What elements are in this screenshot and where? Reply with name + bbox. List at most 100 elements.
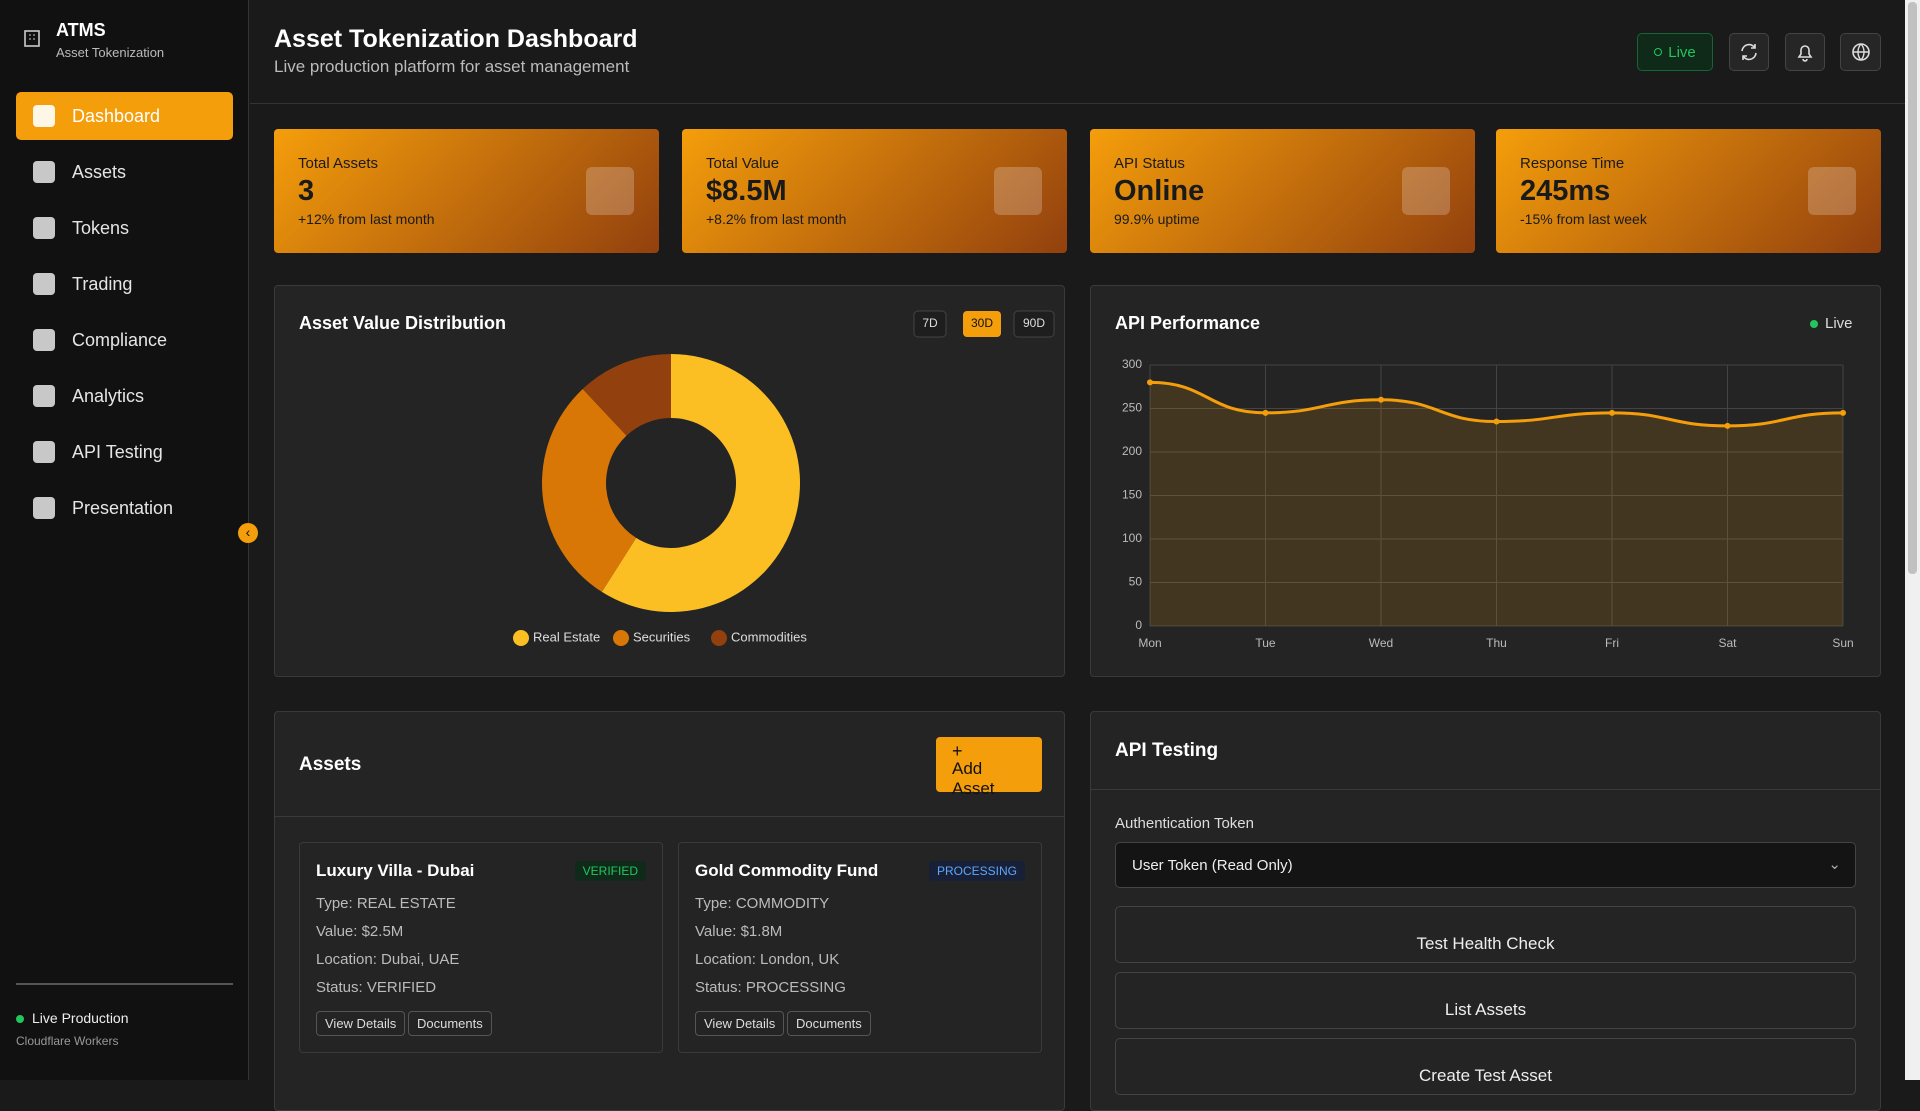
nav-label: Compliance bbox=[72, 329, 168, 350]
live-badge: Live bbox=[1637, 33, 1713, 71]
stat-note: -15% from last week bbox=[1520, 211, 1647, 227]
nav-item[interactable]: Trading bbox=[16, 260, 233, 308]
nav-item[interactable]: API Testing bbox=[16, 428, 233, 476]
y-tick-label: 150 bbox=[1122, 488, 1142, 502]
stat-note: 99.9% uptime bbox=[1114, 211, 1200, 227]
asset-button[interactable]: View Details bbox=[316, 1011, 406, 1036]
nav-icon bbox=[33, 497, 55, 519]
stat-note: +8.2% from last month bbox=[706, 211, 847, 227]
stat-icon bbox=[1808, 167, 1856, 215]
nav-label: API Testing bbox=[72, 441, 163, 462]
status-dot bbox=[16, 1015, 24, 1023]
pie-slice bbox=[582, 354, 671, 436]
legend-swatch bbox=[613, 630, 629, 646]
nav-icon bbox=[33, 329, 55, 351]
stat-value: 3 bbox=[298, 175, 315, 207]
nav-item[interactable]: Assets bbox=[16, 148, 233, 196]
stat-value: 245ms bbox=[1520, 175, 1611, 207]
performance-panel: API Performance Live 0 50 100 150 200 250 300 Mon… bbox=[1090, 285, 1881, 677]
nav-icon bbox=[33, 385, 55, 407]
add-asset-text: Add Asset bbox=[952, 759, 995, 798]
chart-title: API Performance bbox=[1115, 313, 1260, 333]
refresh-button[interactable] bbox=[1729, 33, 1769, 71]
stat-icon bbox=[994, 167, 1042, 215]
api-action-button[interactable]: List Assets bbox=[1115, 972, 1856, 1029]
header: Asset Tokenization Dashboard Live produc… bbox=[250, 0, 1905, 104]
nav-label: Trading bbox=[72, 273, 133, 294]
chart-title: Asset Value Distribution bbox=[299, 313, 506, 333]
tagline: Asset Tokenization bbox=[56, 45, 165, 60]
legend-label: Commodities bbox=[731, 629, 807, 644]
nav-item[interactable]: Tokens bbox=[16, 204, 233, 252]
nav-item[interactable]: Analytics bbox=[16, 372, 233, 420]
action-label: Test Health Check bbox=[1416, 934, 1555, 953]
pie-slice bbox=[542, 388, 637, 592]
asset-button[interactable]: Documents bbox=[787, 1011, 871, 1036]
stat-label: Response Time bbox=[1520, 155, 1625, 172]
auth-label: Authentication Token bbox=[1115, 815, 1254, 832]
asset-name: Luxury Villa - Dubai bbox=[316, 861, 475, 880]
stat-note: +12% from last month bbox=[298, 211, 435, 227]
asset-badge: PROCESSING bbox=[928, 861, 1025, 881]
api-title: API Testing bbox=[1115, 740, 1219, 761]
live-label: Live bbox=[1825, 315, 1853, 332]
subtitle: Live production platform for asset manag… bbox=[274, 57, 630, 76]
api-action-button[interactable]: Create Test Asset bbox=[1115, 1038, 1856, 1095]
stat-card: Total Value $8.5M +8.2% from last month bbox=[682, 129, 1067, 253]
x-tick-label: Mon bbox=[1138, 636, 1161, 650]
nav-label: Dashboard bbox=[72, 105, 161, 126]
api-action-button[interactable]: Test Health Check bbox=[1115, 906, 1856, 963]
asset-detail: Type: REAL ESTATE bbox=[316, 895, 456, 912]
asset-badge: VERIFIED bbox=[574, 861, 646, 881]
asset-button[interactable]: Documents bbox=[408, 1011, 492, 1036]
nav-label: Assets bbox=[72, 161, 127, 182]
stat-value: $8.5M bbox=[706, 175, 787, 207]
distribution-panel: Asset Value Distribution 7D 30D 90D Real Est… bbox=[274, 285, 1065, 677]
nav-icon bbox=[33, 273, 55, 295]
stat-card: Response Time 245ms -15% from last week bbox=[1496, 129, 1881, 253]
nav-icon bbox=[33, 161, 55, 183]
range-label: 7D bbox=[922, 316, 938, 330]
range-button[interactable] bbox=[1013, 310, 1055, 338]
status-sub: Cloudflare Workers bbox=[16, 1034, 119, 1048]
legend-swatch bbox=[513, 630, 529, 646]
asset-name: Gold Commodity Fund bbox=[695, 861, 879, 880]
assets-panel: Assets + Add Asset Luxury Villa - Dubai VE… bbox=[274, 711, 1065, 1111]
language-button[interactable] bbox=[1840, 33, 1881, 71]
point bbox=[1724, 422, 1731, 429]
line-chart: API Performance Live 0 50 100 150 200 250 300 Mon… bbox=[1115, 313, 1854, 650]
add-asset-button[interactable]: + Add Asset bbox=[936, 737, 1042, 798]
stat-card: API Status Online 99.9% uptime bbox=[1090, 129, 1475, 253]
brand-icon bbox=[24, 30, 40, 47]
collapse-button[interactable]: ‹ bbox=[238, 523, 258, 543]
stat-label: Total Value bbox=[706, 155, 780, 172]
x-tick-label: Thu bbox=[1486, 636, 1507, 650]
token-select[interactable]: User Token (Read Only) ⌄ bbox=[1115, 842, 1856, 888]
stat-card: Total Assets 3 +12% from last month bbox=[274, 129, 659, 253]
asset-detail: Status: VERIFIED bbox=[316, 979, 437, 996]
y-tick-label: 0 bbox=[1135, 618, 1142, 632]
pie-slice bbox=[601, 354, 801, 612]
api-testing-panel: API Testing Authentication Token User To… bbox=[1090, 711, 1881, 1111]
nav-item[interactable]: Dashboard bbox=[16, 92, 233, 140]
asset-card: Luxury Villa - Dubai VERIFIED Type: REAL E… bbox=[299, 842, 663, 1053]
stat-label: API Status bbox=[1114, 155, 1185, 172]
asset-button[interactable]: View Details bbox=[695, 1011, 785, 1036]
stat-icon bbox=[1402, 167, 1450, 215]
range-label: 30D bbox=[971, 316, 993, 330]
assets-title: Assets bbox=[299, 754, 362, 775]
sidebar: ATMS Asset Tokenization Dashboard Assets T… bbox=[0, 0, 258, 1080]
y-tick-label: 200 bbox=[1122, 444, 1142, 458]
stat-value: Online bbox=[1114, 175, 1205, 207]
nav-item[interactable]: Presentation bbox=[16, 484, 233, 532]
range-button[interactable] bbox=[963, 311, 1001, 337]
range-button[interactable] bbox=[913, 310, 947, 338]
nav-item[interactable]: Compliance bbox=[16, 316, 233, 364]
live-text: Live bbox=[1668, 43, 1696, 61]
notification-button[interactable] bbox=[1785, 33, 1825, 71]
y-tick-label: 50 bbox=[1129, 575, 1143, 589]
area bbox=[1150, 382, 1843, 626]
legend-swatch bbox=[711, 630, 727, 646]
asset-detail: Status: PROCESSING bbox=[695, 979, 846, 996]
scroll-thumb[interactable] bbox=[1908, 2, 1917, 574]
